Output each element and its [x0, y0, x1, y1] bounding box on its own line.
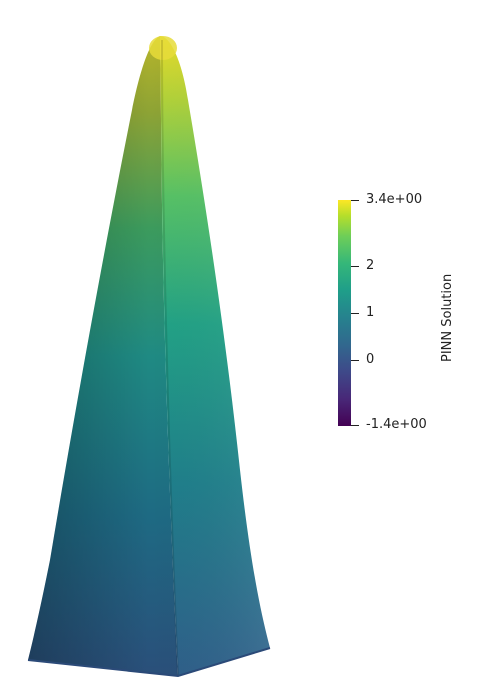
- colorbar-tick-label-2: 2: [366, 258, 375, 273]
- surface-shading: [28, 36, 270, 676]
- colorbar-min-label: -1.4e+00: [366, 417, 427, 432]
- surface-peak-highlight: [149, 36, 177, 60]
- colorbar-tick-1: [351, 313, 359, 314]
- colorbar-tick-label-0: 0: [366, 352, 375, 367]
- colorbar-legend: 3.4e+00 2 1 0 -1.4e+00 PINN Solution: [338, 193, 478, 440]
- surface-ridge: [161, 39, 179, 677]
- colorbar-tick-label-1: 1: [366, 305, 375, 320]
- surface-mesh: [27, 36, 271, 678]
- surface-base-edge: [27, 647, 271, 678]
- colorbar-gradient: [338, 200, 351, 426]
- colorbar-tick-max: [351, 200, 359, 201]
- colorbar-max-label: 3.4e+00: [366, 192, 423, 207]
- colorbar-title: PINN Solution: [440, 273, 455, 362]
- colorbar-tick-0: [351, 360, 359, 361]
- colorbar-tick-2: [351, 266, 359, 267]
- colorbar-tick-min: [351, 425, 359, 426]
